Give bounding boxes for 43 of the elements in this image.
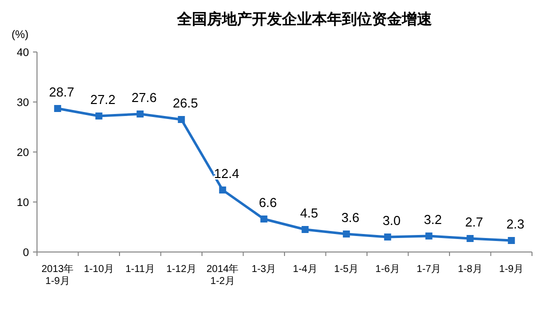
point	[95, 112, 102, 120]
text: 3.0	[382, 213, 401, 228]
text: 28.7	[48, 84, 74, 100]
point	[302, 226, 309, 233]
point	[219, 186, 226, 194]
point	[178, 116, 185, 123]
x-tick-label: 1-10月	[84, 264, 114, 275]
x-tick-label: 1-4月	[292, 264, 318, 275]
x-tick-label: 2013年 1-9月	[42, 263, 74, 287]
chart-title: 全国房地产开发企业本年到位资金增速	[176, 10, 433, 28]
point	[384, 234, 392, 240]
point	[260, 216, 268, 222]
text: 3.2	[424, 212, 442, 227]
y-tick-label: 20	[16, 147, 29, 159]
x-tick-label: 1-8月	[458, 264, 482, 275]
x-tick-label: 1-6月	[375, 264, 400, 275]
point	[425, 232, 432, 240]
text: 27.2	[90, 92, 116, 107]
text: 27.6	[131, 90, 157, 105]
text: 2.3	[506, 216, 524, 232]
x-tick-label: 2014年 1-2月	[206, 263, 239, 287]
point	[508, 237, 515, 244]
text: 12.4	[214, 166, 240, 181]
point	[466, 235, 474, 242]
x-tick-label: 1-11月	[125, 264, 155, 275]
x-tick-label: 1-12月	[166, 264, 196, 275]
x-tick-label: 1-7月	[416, 264, 442, 275]
y-tick-label: 40	[16, 47, 29, 59]
point	[54, 105, 62, 112]
x-tick-label: 1-5月	[334, 264, 359, 275]
text: 6.6	[258, 195, 277, 210]
y-tick-label: 10	[16, 197, 29, 209]
x-tick-label: 1-3月	[252, 264, 276, 275]
text: 3.6	[341, 210, 360, 225]
x-tick-label: 1-9月	[499, 264, 524, 275]
text: 4.5	[300, 206, 318, 220]
text: 2.7	[465, 214, 484, 230]
y-tick-label: 30	[16, 97, 29, 109]
y-tick-label: 0	[22, 247, 29, 259]
point	[342, 230, 350, 238]
text: 26.5	[172, 96, 198, 110]
y-axis-title: (%)	[11, 29, 29, 41]
point	[136, 110, 144, 118]
